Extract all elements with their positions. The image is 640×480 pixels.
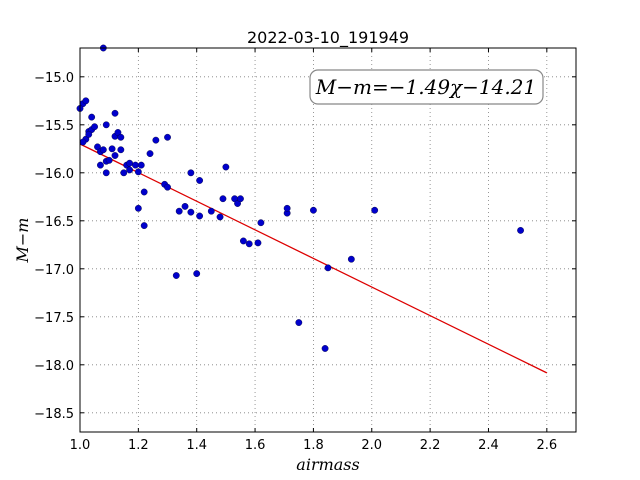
data-point [126,166,134,174]
data-point [175,207,183,215]
data-point [196,212,204,220]
data-point [347,255,355,263]
data-point [140,188,148,196]
data-point [132,161,139,169]
data-point [137,161,145,169]
data-point [164,133,171,141]
data-point [239,237,247,245]
data-point [102,169,110,177]
data-point [102,121,110,129]
data-point [193,270,201,277]
data-point [172,272,180,279]
data-point [117,133,125,141]
data-point [371,206,379,214]
data-point [120,169,128,177]
y-tick-label: −15.0 [34,71,74,86]
y-tick-label: −17.0 [34,263,74,278]
data-point [324,264,332,272]
data-point [79,138,87,146]
fit-equation-box: M−m=−1.49χ−14.21 [309,69,544,105]
data-point [207,207,215,215]
y-tick-label: −18.5 [34,407,74,422]
data-point [222,163,230,171]
x-tick-label: 1.2 [128,438,149,453]
x-tick-label: 2.4 [478,438,499,453]
data-point [91,123,98,131]
y-tick-label: −15.5 [34,119,74,134]
data-point [134,168,142,176]
axis-ticks [79,48,576,432]
y-tick-label: −18.0 [34,359,74,374]
x-tick-label: 1.6 [245,438,266,453]
y-tick-labels: −15.0 −15.5 −16.0 −16.5 −17.0 −17.5 −18.0 −18.5 [34,71,74,422]
plot-frame [79,47,577,433]
data-point [146,150,154,158]
data-point [88,113,96,121]
data-point [216,213,224,221]
data-point [97,161,104,169]
data-point [126,159,134,167]
x-tick-label: 1.4 [186,438,207,453]
data-point [117,146,125,154]
chart-title: 2022-03-10_191949 [247,28,409,48]
data-point [517,226,524,234]
data-point [237,195,244,203]
data-point [295,319,303,326]
y-tick-label: −17.5 [34,311,74,326]
y-tick-label: −16.5 [34,215,74,230]
data-point [108,145,116,153]
annotation-box [309,69,544,105]
y-tick-label: −16.0 [34,167,74,182]
data-point [99,146,107,154]
x-tick-label: 2.0 [361,438,382,453]
data-point [164,183,171,191]
x-tick-label: 2.2 [420,438,441,453]
data-point [181,202,189,210]
data-point [111,109,119,117]
data-point [134,204,142,212]
data-point [283,204,291,212]
data-points [76,44,524,352]
data-point [111,152,119,159]
x-axis-title: airmass [296,455,359,474]
data-point [321,345,329,352]
x-tick-label: 1.8 [303,438,324,453]
y-axis-title: M−m [13,218,32,264]
fit-line [79,143,548,374]
x-tick-label: 1.0 [70,438,91,453]
data-point [152,136,160,144]
data-point [105,156,113,164]
data-point [257,219,265,227]
data-point [187,208,195,216]
x-tick-label: 2.6 [536,438,557,453]
data-point [245,240,253,248]
data-point [82,97,90,105]
fit-line-group [79,143,548,374]
data-point [310,206,317,214]
data-point [196,177,204,184]
data-point [219,195,227,203]
x-tick-labels: 1.0 1.2 1.4 1.6 1.8 2.0 2.2 2.4 2.6 [70,438,558,453]
data-point [85,130,93,138]
fit-equation-text: M−m=−1.49χ−14.21 [315,75,536,99]
data-point [254,239,262,247]
data-point [187,169,195,177]
data-point [140,222,148,230]
